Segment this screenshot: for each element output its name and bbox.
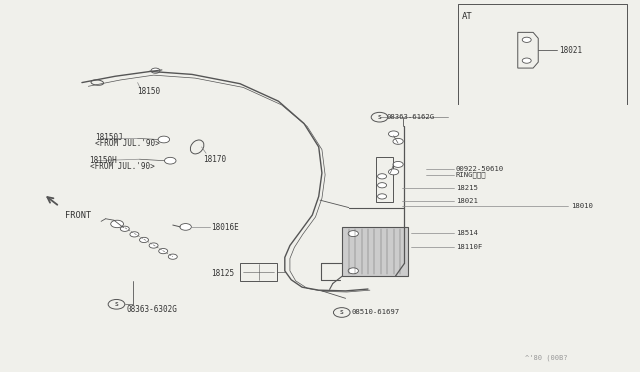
Text: S: S xyxy=(378,115,381,120)
Text: 18514: 18514 xyxy=(456,230,477,235)
Circle shape xyxy=(388,131,399,137)
Circle shape xyxy=(333,308,350,317)
Circle shape xyxy=(393,138,403,144)
Text: 18150J: 18150J xyxy=(95,133,122,142)
Circle shape xyxy=(140,237,148,243)
Circle shape xyxy=(388,169,399,175)
Ellipse shape xyxy=(91,80,104,85)
Text: S: S xyxy=(115,302,118,307)
Circle shape xyxy=(393,161,403,167)
Text: 18215: 18215 xyxy=(456,185,477,191)
Circle shape xyxy=(378,194,387,199)
Circle shape xyxy=(120,226,129,231)
Text: <FROM JUL.'90>: <FROM JUL.'90> xyxy=(90,162,154,171)
Circle shape xyxy=(522,37,531,42)
Circle shape xyxy=(151,68,160,73)
FancyBboxPatch shape xyxy=(376,157,393,202)
Circle shape xyxy=(159,248,168,254)
Text: 18150: 18150 xyxy=(138,87,161,96)
Circle shape xyxy=(108,299,125,309)
Text: 18016E: 18016E xyxy=(211,223,239,232)
Circle shape xyxy=(180,224,191,230)
Circle shape xyxy=(168,254,177,259)
Text: RINGリング: RINGリング xyxy=(456,171,486,178)
Text: <FROM JUL.'90>: <FROM JUL.'90> xyxy=(95,139,159,148)
Circle shape xyxy=(111,220,124,228)
Text: 18010: 18010 xyxy=(571,203,593,209)
Text: 18150H: 18150H xyxy=(90,156,117,165)
Text: 18125: 18125 xyxy=(211,269,234,278)
Text: 08510-61697: 08510-61697 xyxy=(351,310,399,315)
Circle shape xyxy=(378,183,387,188)
Circle shape xyxy=(348,231,358,237)
Circle shape xyxy=(371,112,388,122)
Circle shape xyxy=(348,268,358,274)
Text: 18110F: 18110F xyxy=(456,244,482,250)
Text: ^'80 (00B?: ^'80 (00B? xyxy=(525,355,567,361)
Circle shape xyxy=(158,136,170,143)
Text: 18021: 18021 xyxy=(456,198,477,204)
Text: S: S xyxy=(340,310,344,315)
Text: 18021: 18021 xyxy=(559,46,582,55)
Circle shape xyxy=(130,232,139,237)
FancyBboxPatch shape xyxy=(240,263,277,281)
FancyBboxPatch shape xyxy=(342,227,408,276)
Ellipse shape xyxy=(190,140,204,154)
Circle shape xyxy=(149,243,158,248)
Text: 18170: 18170 xyxy=(204,155,227,164)
Circle shape xyxy=(522,58,531,63)
Text: 08363-6302G: 08363-6302G xyxy=(127,305,177,314)
Text: 00922-50610: 00922-50610 xyxy=(456,166,504,171)
Text: AT: AT xyxy=(462,12,473,21)
Circle shape xyxy=(378,174,387,179)
Text: 08363-6162G: 08363-6162G xyxy=(387,114,435,120)
Circle shape xyxy=(164,157,176,164)
Text: FRONT: FRONT xyxy=(65,211,92,219)
